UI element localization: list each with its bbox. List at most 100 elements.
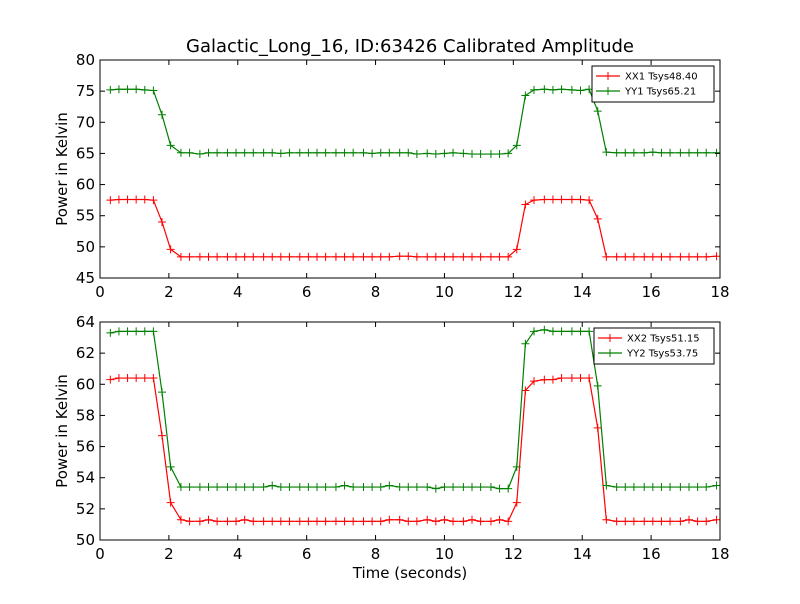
data-point [166,141,175,150]
data-point [548,85,557,94]
data-point [106,85,115,94]
data-point [449,148,458,157]
data-point [621,483,630,492]
y-tick-label: 62 [76,344,95,362]
data-point [259,483,268,492]
data-point [359,517,368,526]
data-point [295,252,304,261]
data-point [385,481,394,490]
x-tick-label: 14 [573,545,592,563]
data-point [657,148,666,157]
data-point [712,252,721,261]
data-point [548,327,557,336]
data-point [158,110,166,119]
data-point [185,483,194,492]
data-point [340,481,349,490]
data-point [612,517,621,526]
y-tick-label: 56 [76,438,95,456]
data-point [459,517,468,526]
y-tick-label: 65 [76,144,95,162]
data-point [459,252,468,261]
x-tick-label: 0 [95,283,105,301]
data-point [449,483,458,492]
data-point [657,252,666,261]
data-point [486,483,495,492]
data-point [412,483,421,492]
data-point [385,515,394,524]
data-point [512,498,521,507]
data-point [676,252,685,261]
y-tick-label: 58 [76,406,95,424]
data-point [530,377,538,386]
data-point [349,517,358,526]
data-point [268,252,277,261]
data-point [313,148,321,157]
data-point [195,252,204,261]
legend-entry: XX1 Tsys48.40 [596,72,698,83]
data-point [259,252,268,261]
x-axis-label: Time (seconds) [352,564,468,582]
data-point [521,386,530,395]
data-point [423,483,432,492]
legend-box [593,327,715,365]
data-point [213,252,222,261]
data-point [593,381,602,390]
data-point [331,483,340,492]
data-point [368,252,377,261]
data-point [640,483,649,492]
x-tick-label: 6 [302,283,312,301]
x-tick-label: 8 [371,545,381,563]
data-point [431,484,440,493]
series-line [110,198,717,258]
data-point [106,196,115,205]
data-point [232,252,241,261]
data-point [567,85,576,94]
data-point [504,149,513,158]
data-point [276,483,285,492]
data-point [106,375,115,384]
data-point [530,85,538,94]
x-tick-label: 16 [642,545,661,563]
data-point [423,252,432,261]
legend-marker [606,334,614,342]
data-point [557,374,566,383]
data-point [285,483,294,492]
data-point [376,483,385,492]
data-point [185,148,194,157]
data-point [249,517,258,526]
data-point [404,517,413,526]
data-point [123,327,132,336]
data-point [702,252,711,261]
data-point [548,195,557,204]
x-tick-label: 2 [164,283,174,301]
data-point [468,150,476,159]
chart-panel-1: 0 2 4 6 8 10 12 14 16 18 45 50 55 60 65 70 75 80 Power in … [53,36,730,301]
y-tick-label: 50 [76,238,95,256]
legend: XX2 Tsys51.15 YY2 Tsys53.75 [593,327,715,365]
data-point [140,195,149,204]
legend-entry: XX2 Tsys51.15 [598,334,700,345]
legend-entry: YY1 Tsys65.21 [596,87,696,98]
data-point [140,327,149,336]
data-point [232,148,241,157]
data-point [340,517,349,526]
data-point [331,252,340,261]
y-tick-label: 70 [76,113,95,131]
x-tick-label: 12 [504,283,523,301]
data-point [295,148,304,157]
data-point [412,517,421,526]
x-tick-label: 10 [435,283,454,301]
data-point [540,85,549,94]
data-point [585,196,594,205]
y-axis-label: Power in Kelvin [53,374,71,488]
data-point [240,148,249,157]
data-point [657,483,666,492]
data-point [512,141,521,150]
data-point [213,483,222,492]
data-point [693,483,702,492]
data-point [240,252,249,261]
data-point [114,195,123,204]
data-point [313,483,321,492]
data-point [106,328,115,337]
data-point [495,515,504,524]
